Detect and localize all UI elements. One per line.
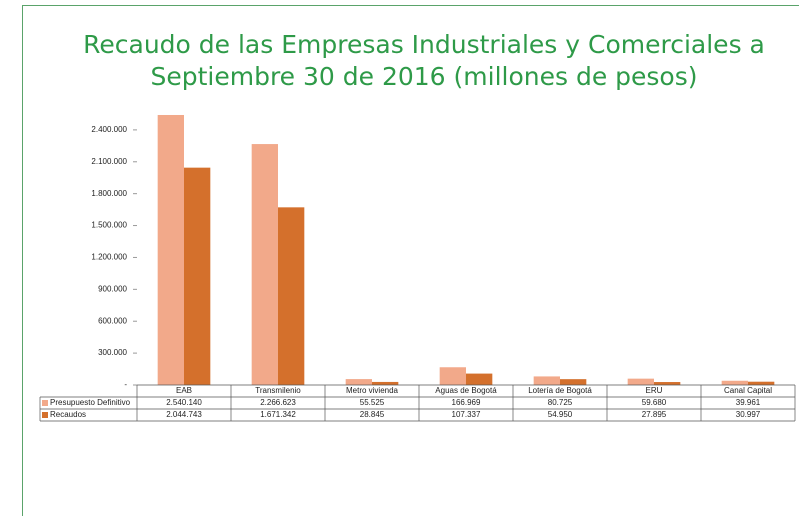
bar <box>748 381 775 385</box>
bar <box>251 144 278 385</box>
chart-title: Septiembre 30 de 2016 (millones de pesos… <box>150 62 697 91</box>
x-tick-label: Lotería de Bogotá <box>528 386 592 395</box>
legend-swatch <box>42 412 48 418</box>
bar <box>157 114 184 385</box>
y-tick-label: 900.000 <box>98 284 127 293</box>
data-label: 55.525 <box>360 398 385 407</box>
data-label: 59.680 <box>642 398 667 407</box>
data-label: 166.969 <box>452 398 481 407</box>
bar <box>439 367 466 385</box>
bar <box>721 380 748 385</box>
bar <box>560 379 587 385</box>
data-label: 39.961 <box>736 398 761 407</box>
x-tick-label: EAB <box>176 386 192 395</box>
frame <box>22 5 799 516</box>
x-tick-label: Metro vivienda <box>346 386 399 395</box>
bar <box>654 382 681 385</box>
chart-title: Recaudo de las Empresas Industriales y C… <box>83 30 765 59</box>
bar <box>533 376 560 385</box>
bar <box>345 379 372 385</box>
y-tick-label: 2.400.000 <box>91 125 127 134</box>
data-label: 28.845 <box>360 410 385 419</box>
data-label: 2.540.140 <box>166 398 202 407</box>
y-tick-label: 600.000 <box>98 316 127 325</box>
bar <box>278 207 305 385</box>
x-tick-label: ERU <box>646 386 663 395</box>
bar <box>372 381 399 385</box>
y-tick-label: 300.000 <box>98 348 127 357</box>
data-label: 27.895 <box>642 410 667 419</box>
data-label: 107.337 <box>452 410 481 419</box>
data-label: 80.725 <box>548 398 573 407</box>
bar <box>184 167 211 385</box>
y-tick-label: - <box>124 380 127 389</box>
x-tick-label: Transmilenio <box>255 386 301 395</box>
x-tick-label: Canal Capital <box>724 386 772 395</box>
legend-label: Recaudos <box>50 410 86 419</box>
data-label: 54.950 <box>548 410 573 419</box>
y-tick-label: 1.800.000 <box>91 189 127 198</box>
bar <box>627 378 654 385</box>
bar <box>466 373 493 385</box>
legend-swatch <box>42 400 48 406</box>
data-label: 30.997 <box>736 410 761 419</box>
data-label: 1.671.342 <box>260 410 296 419</box>
y-tick-label: 2.100.000 <box>91 157 127 166</box>
y-tick-label: 1.200.000 <box>91 253 127 262</box>
data-label: 2.266.623 <box>260 398 296 407</box>
x-tick-label: Aguas de Bogotá <box>435 386 497 395</box>
legend-label: Presupuesto Definitivo <box>50 398 131 407</box>
data-label: 2.044.743 <box>166 410 202 419</box>
y-tick-label: 1.500.000 <box>91 221 127 230</box>
